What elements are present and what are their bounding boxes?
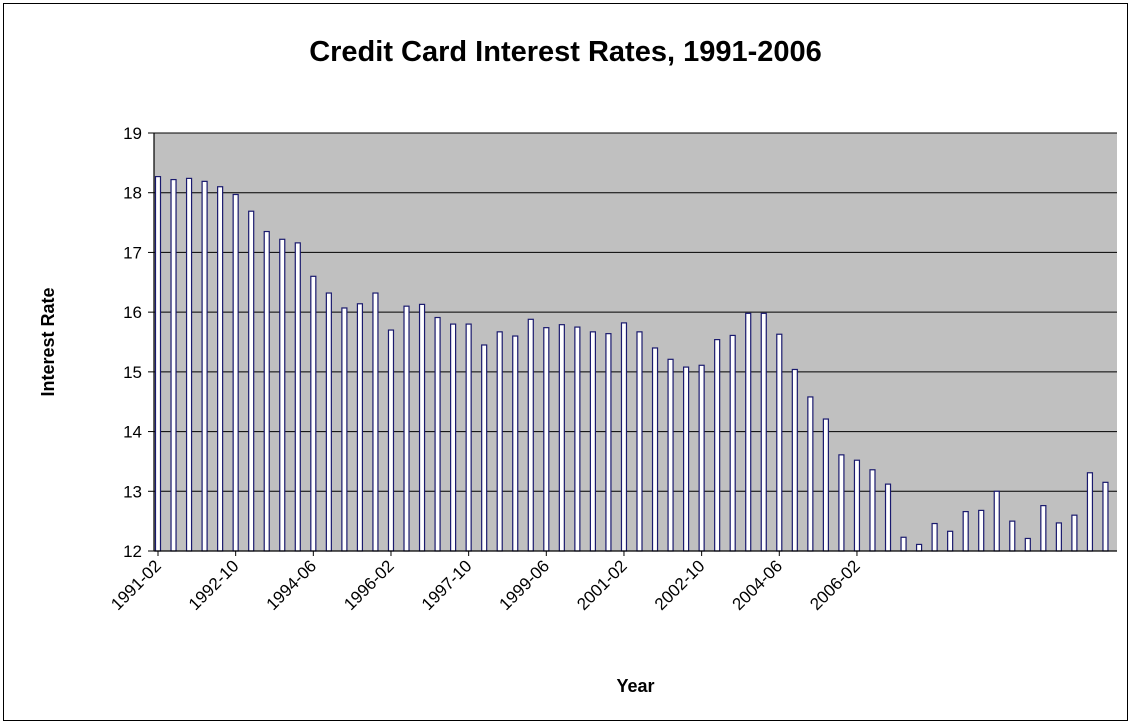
bar [884, 483, 892, 552]
x-tick-label: 2002-10 [651, 556, 709, 614]
x-tick-label: 1994-06 [263, 556, 321, 614]
x-axis-title: Year [616, 676, 654, 696]
bar [232, 193, 239, 552]
bar [1055, 522, 1062, 552]
bar [465, 323, 472, 552]
bar [154, 175, 162, 552]
bar [838, 454, 845, 552]
x-tick-label: 1997-10 [418, 556, 476, 614]
y-tick-label: 13 [123, 482, 142, 501]
bar [543, 327, 550, 552]
bar [1086, 472, 1094, 552]
bar [1040, 505, 1047, 552]
bar [185, 177, 193, 552]
bar [714, 339, 721, 552]
bar [822, 418, 829, 552]
y-tick-labels: 12 13 14 15 16 17 18 19 [123, 124, 142, 561]
bar [310, 275, 317, 552]
bar [512, 335, 519, 552]
bar [450, 323, 457, 552]
bar [589, 331, 597, 552]
bar [900, 536, 907, 552]
bar [1071, 514, 1078, 552]
bar [372, 292, 379, 552]
bar [574, 326, 581, 552]
bar [962, 510, 969, 552]
bar [170, 178, 177, 552]
bar [217, 186, 224, 552]
bar [294, 242, 301, 552]
bar [325, 292, 332, 552]
bar [947, 530, 954, 552]
bar [745, 312, 752, 552]
bar [279, 238, 286, 552]
bar [527, 318, 534, 552]
axes [153, 133, 1117, 556]
bar [403, 305, 410, 552]
bar [651, 347, 659, 552]
bar [915, 543, 923, 552]
bar [496, 331, 503, 552]
bar [931, 522, 938, 552]
bar [263, 230, 270, 552]
bar [760, 312, 767, 552]
bar [605, 333, 612, 552]
bar [993, 490, 1000, 552]
y-tick-label: 14 [123, 423, 142, 442]
bar [853, 459, 861, 552]
bar [387, 329, 395, 552]
x-tick-label: 2006-02 [806, 556, 864, 614]
x-tick-label: 1996-02 [340, 556, 398, 614]
bar [434, 316, 441, 552]
x-tick-label: 1992-10 [185, 556, 243, 614]
chart-title: Credit Card Interest Rates, 1991-2006 [309, 36, 822, 68]
bar [1009, 520, 1016, 552]
bar [248, 210, 255, 552]
bar [776, 333, 783, 552]
bar [729, 334, 736, 552]
bars [154, 175, 1109, 552]
y-tick-label: 16 [123, 303, 142, 322]
bar [356, 303, 364, 552]
bar [558, 324, 565, 552]
y-tick-label: 15 [123, 363, 142, 382]
bar [636, 331, 643, 552]
x-tick-label: 1999-06 [496, 556, 554, 614]
y-tick-label: 18 [123, 184, 142, 203]
bar [791, 368, 798, 552]
y-tick-label: 17 [123, 243, 142, 262]
bar [667, 358, 674, 552]
bar [620, 322, 628, 552]
bar [1024, 537, 1031, 552]
bar [807, 396, 814, 552]
bar [1102, 481, 1109, 552]
bar [682, 366, 690, 552]
y-axis-title: Interest Rate [38, 287, 58, 396]
bar [201, 180, 208, 552]
bar [698, 364, 705, 552]
y-tick-label: 12 [123, 542, 142, 561]
bar [978, 509, 985, 552]
y-tick-label: 19 [123, 124, 142, 143]
bar [418, 303, 426, 552]
bar [869, 469, 876, 552]
x-tick-label: 2001-02 [573, 556, 631, 614]
x-tick-label: 1991-02 [107, 556, 165, 614]
bar [481, 344, 488, 552]
bar [341, 307, 348, 552]
x-tick-labels: 1991-02 1992-10 1994-06 1996-02 1997-10 1999-… [107, 556, 864, 614]
x-tick-label: 2004-06 [729, 556, 787, 614]
